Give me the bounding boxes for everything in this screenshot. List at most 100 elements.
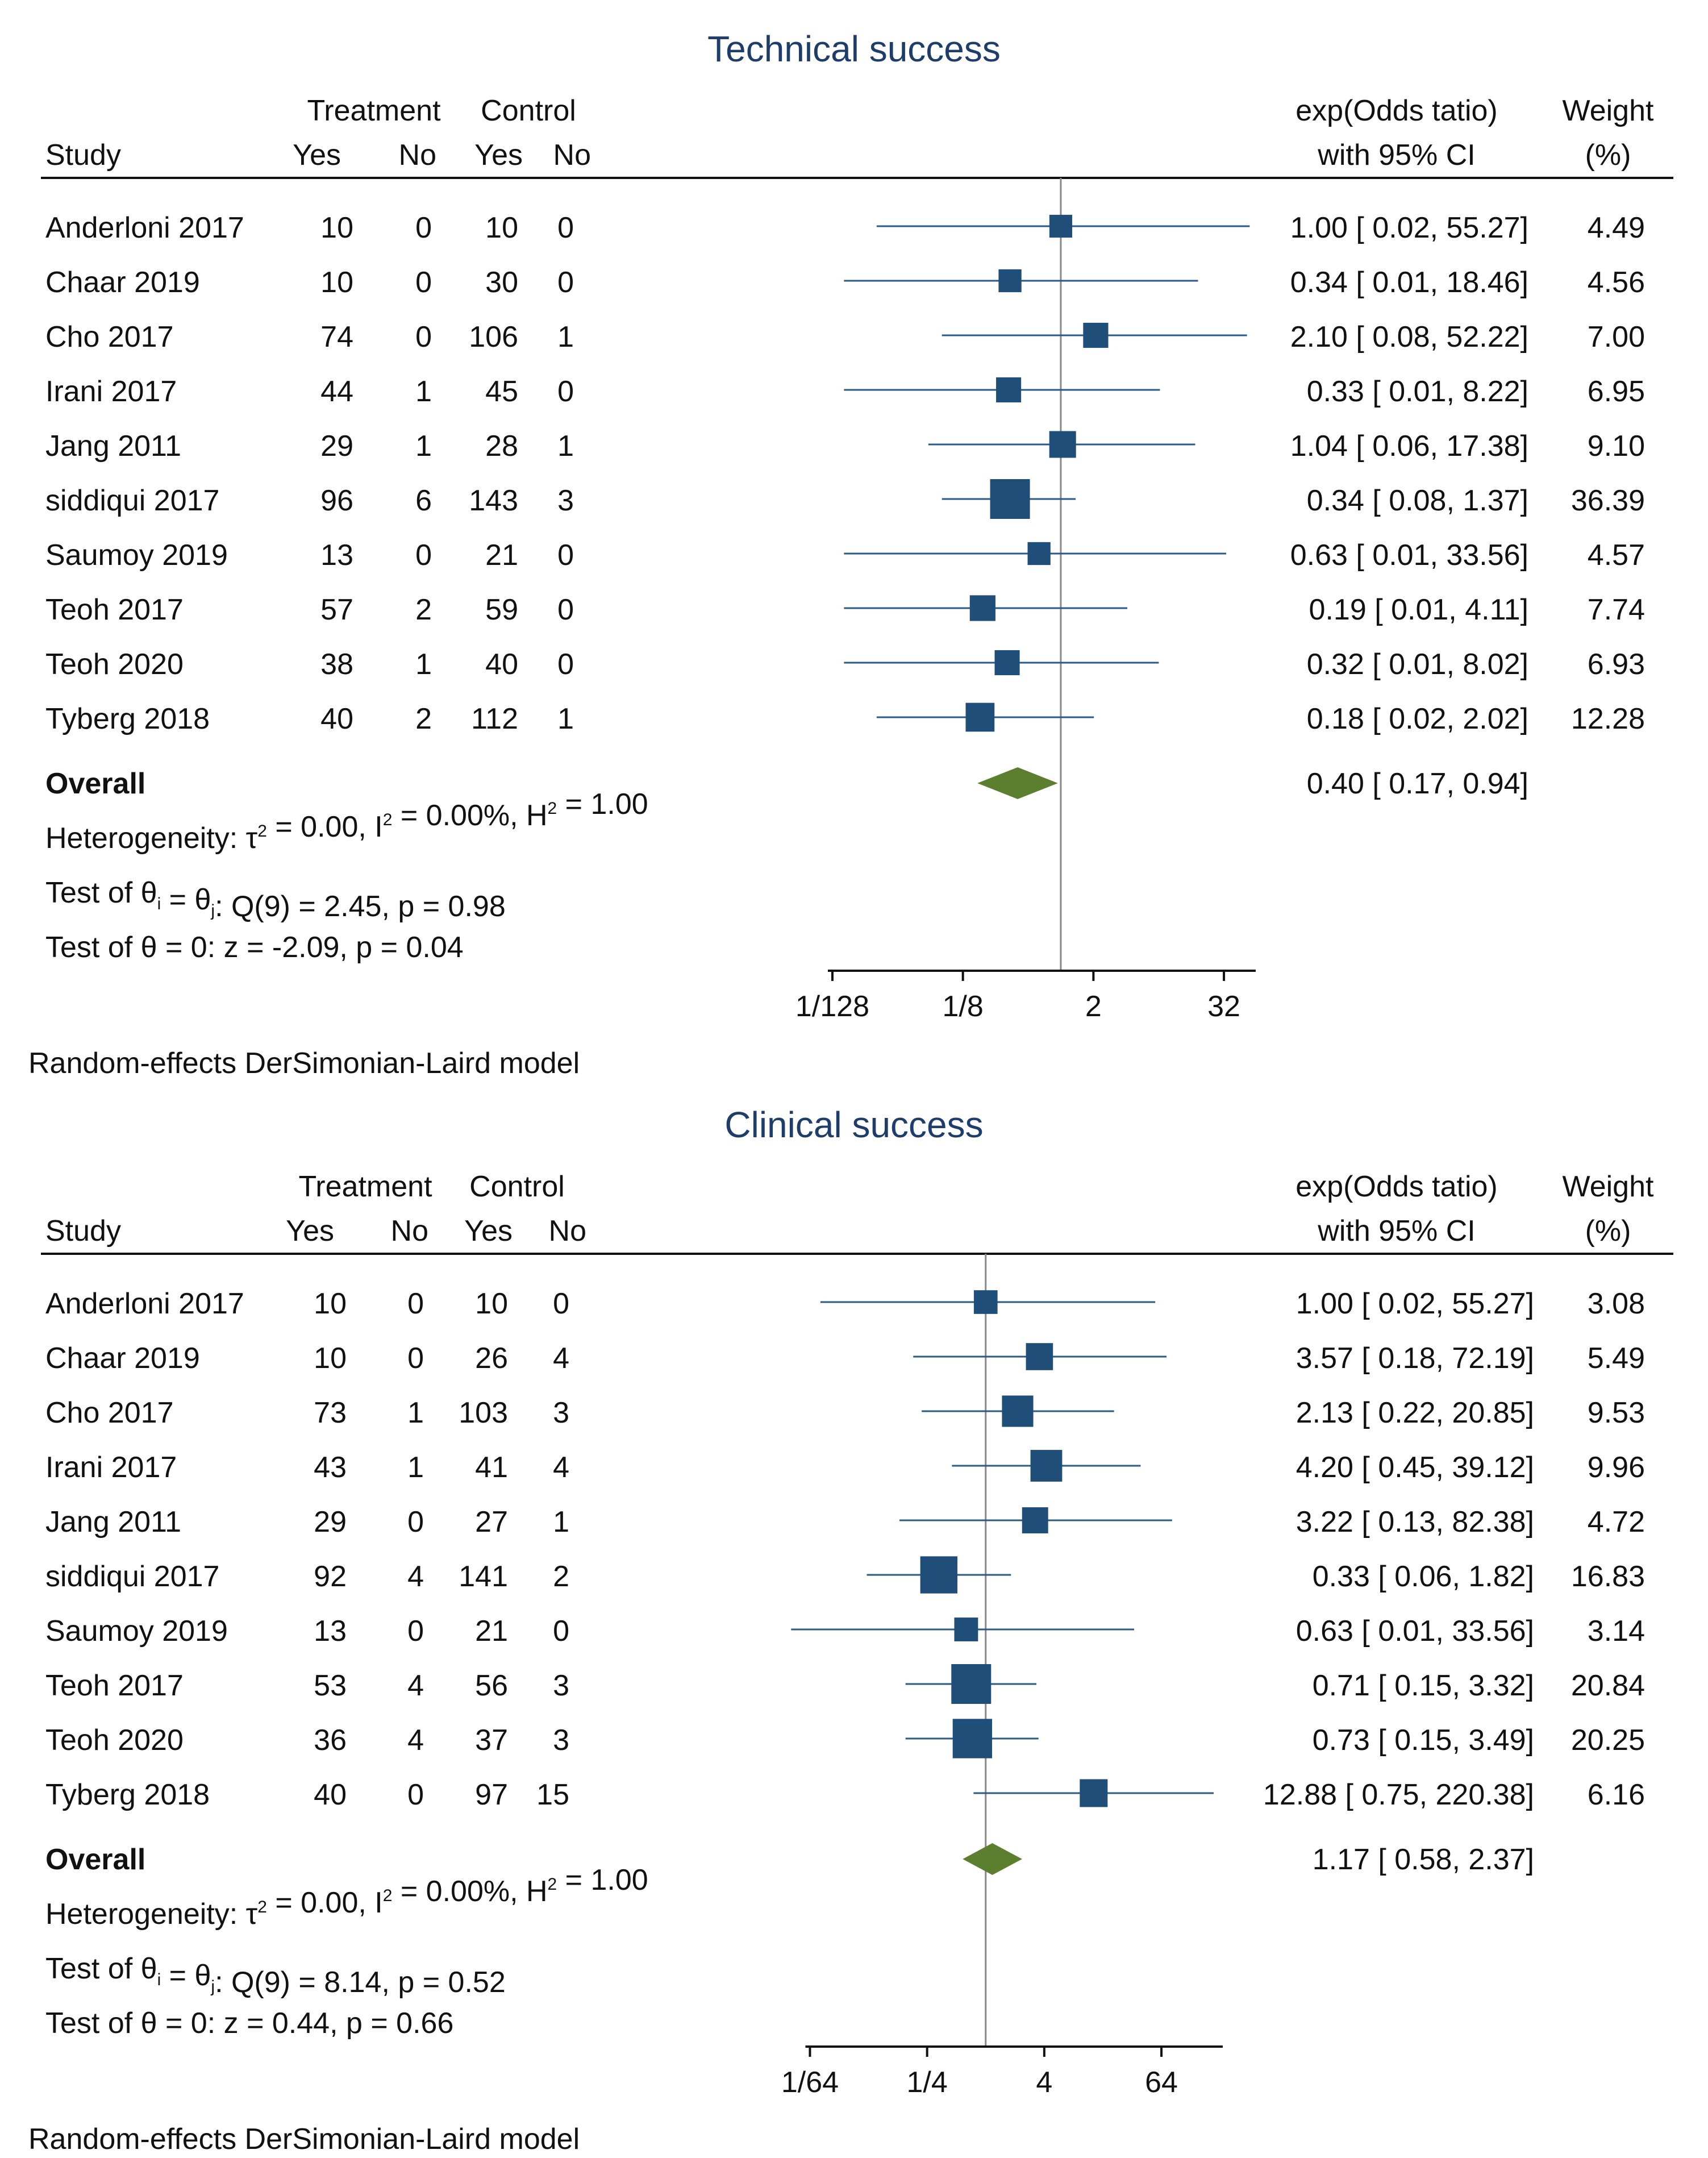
treatment-yes-count: 74 bbox=[320, 321, 353, 354]
point-estimate-marker bbox=[973, 1290, 998, 1314]
x-tick-label: 1/4 bbox=[907, 2066, 948, 2099]
treatment-no-count: 0 bbox=[415, 539, 432, 572]
treatment-no-count: 4 bbox=[407, 1724, 424, 1757]
study-row: Anderloni 2017 10 0 10 0 1.00 [ 0.02, 55.27] 4… bbox=[45, 211, 1645, 244]
point-estimate-marker bbox=[1080, 1779, 1108, 1807]
effect-ci-text: 2.13 [ 0.22, 20.85] bbox=[1296, 1396, 1534, 1429]
control-yes-count: 103 bbox=[459, 1396, 508, 1429]
study-name: Saumoy 2019 bbox=[45, 539, 228, 572]
x-tick-label: 32 bbox=[1207, 990, 1240, 1023]
weight-text: 6.93 bbox=[1588, 648, 1645, 681]
effect-ci-text: 3.22 [ 0.13, 82.38] bbox=[1296, 1506, 1534, 1539]
x-tick-label: 1/64 bbox=[781, 2066, 839, 2099]
x-tick-label: 64 bbox=[1145, 2066, 1178, 2099]
treatment-no-count: 1 bbox=[407, 1451, 424, 1484]
study-name: Irani 2017 bbox=[45, 1451, 177, 1484]
header-weight-line2: (%) bbox=[1585, 139, 1631, 172]
test-homogeneity: Test of θi = θj: Q(9) = 2.45, p = 0.98 bbox=[45, 876, 506, 923]
study-name: siddiqui 2017 bbox=[45, 1560, 219, 1593]
header-control-yes: Yes bbox=[464, 1215, 513, 1248]
study-name: Chaar 2019 bbox=[45, 1342, 200, 1375]
header-control-yes: Yes bbox=[474, 139, 523, 172]
header-control: Control bbox=[469, 1170, 565, 1203]
effect-ci-text: 2.10 [ 0.08, 52.22] bbox=[1290, 321, 1528, 354]
control-yes-count: 40 bbox=[485, 648, 518, 681]
study-name: Teoh 2020 bbox=[45, 1724, 184, 1757]
effect-ci-text: 0.18 [ 0.02, 2.02] bbox=[1307, 702, 1528, 735]
study-row: siddiqui 2017 92 4 141 2 0.33 [ 0.06, 1.82] 16… bbox=[45, 1556, 1645, 1594]
effect-ci-text: 12.88 [ 0.75, 220.38] bbox=[1263, 1778, 1534, 1811]
weight-text: 3.08 bbox=[1588, 1287, 1645, 1320]
effect-ci-text: 0.34 [ 0.01, 18.46] bbox=[1290, 266, 1528, 299]
study-name: Irani 2017 bbox=[45, 375, 177, 408]
control-yes-count: 21 bbox=[475, 1615, 508, 1648]
treatment-no-count: 0 bbox=[415, 266, 432, 299]
treatment-yes-count: 73 bbox=[314, 1396, 347, 1429]
treatment-no-count: 0 bbox=[415, 211, 432, 244]
treatment-yes-count: 57 bbox=[320, 593, 353, 626]
treatment-yes-count: 29 bbox=[314, 1506, 347, 1539]
header-weight-line1: Weight bbox=[1563, 1170, 1654, 1203]
x-tick-label: 2 bbox=[1085, 990, 1102, 1023]
weight-text: 5.49 bbox=[1588, 1342, 1645, 1375]
weight-text: 9.53 bbox=[1588, 1396, 1645, 1429]
effect-ci-text: 1.04 [ 0.06, 17.38] bbox=[1290, 430, 1528, 463]
weight-text: 16.83 bbox=[1571, 1560, 1645, 1593]
control-no-count: 0 bbox=[557, 539, 574, 572]
weight-text: 12.28 bbox=[1571, 702, 1645, 735]
point-estimate-marker bbox=[990, 479, 1030, 519]
header-control-no: No bbox=[553, 139, 591, 172]
control-yes-count: 41 bbox=[475, 1451, 508, 1484]
control-no-count: 4 bbox=[553, 1342, 569, 1375]
weight-text: 20.25 bbox=[1571, 1724, 1645, 1757]
study-row: Tyberg 2018 40 0 97 15 12.88 [ 0.75, 220.38] 6… bbox=[45, 1778, 1645, 1811]
effect-ci-text: 0.33 [ 0.06, 1.82] bbox=[1313, 1560, 1534, 1593]
study-name: siddiqui 2017 bbox=[45, 484, 219, 517]
treatment-no-count: 0 bbox=[407, 1778, 424, 1811]
control-no-count: 1 bbox=[553, 1506, 569, 1539]
weight-text: 7.74 bbox=[1588, 593, 1645, 626]
study-row: Teoh 2020 36 4 37 3 0.73 [ 0.15, 3.49] 20.25 bbox=[45, 1719, 1645, 1758]
effect-ci-text: 0.34 [ 0.08, 1.37] bbox=[1307, 484, 1528, 517]
control-no-count: 15 bbox=[536, 1778, 569, 1811]
study-row: Teoh 2017 57 2 59 0 0.19 [ 0.01, 4.11] 7.74 bbox=[45, 593, 1645, 626]
header-treatment-no: No bbox=[391, 1215, 428, 1248]
study-row: Tyberg 2018 40 2 112 1 0.18 [ 0.02, 2.02] 12.2… bbox=[45, 702, 1645, 735]
chart-title: Clinical success bbox=[724, 1104, 983, 1145]
control-yes-count: 30 bbox=[485, 266, 518, 299]
study-name: Teoh 2017 bbox=[45, 593, 184, 626]
study-name: Jang 2011 bbox=[45, 1506, 181, 1539]
treatment-no-count: 2 bbox=[415, 702, 432, 735]
study-name: Saumoy 2019 bbox=[45, 1615, 228, 1648]
study-row: Saumoy 2019 13 0 21 0 0.63 [ 0.01, 33.56] 4.57 bbox=[45, 539, 1645, 572]
weight-text: 3.14 bbox=[1588, 1615, 1645, 1648]
study-name: Jang 2011 bbox=[45, 430, 181, 463]
header-treatment: Treatment bbox=[298, 1170, 432, 1203]
control-no-count: 2 bbox=[553, 1560, 569, 1593]
point-estimate-marker bbox=[994, 650, 1020, 676]
point-estimate-marker bbox=[1022, 1507, 1048, 1533]
header-treatment: Treatment bbox=[307, 94, 441, 127]
point-estimate-marker bbox=[1030, 1450, 1063, 1482]
weight-text: 9.10 bbox=[1588, 430, 1645, 463]
test-homogeneity: Test of θi = θj: Q(9) = 8.14, p = 0.52 bbox=[45, 1952, 506, 1999]
control-yes-count: 56 bbox=[475, 1669, 508, 1702]
control-yes-count: 28 bbox=[485, 430, 518, 463]
treatment-yes-count: 43 bbox=[314, 1451, 347, 1484]
control-yes-count: 112 bbox=[471, 702, 518, 735]
header-control-no: No bbox=[549, 1215, 586, 1248]
overall-ci-text: 0.40 [ 0.17, 0.94] bbox=[1307, 767, 1528, 800]
chart-title: Technical success bbox=[707, 28, 1001, 69]
control-no-count: 0 bbox=[553, 1615, 569, 1648]
treatment-yes-count: 13 bbox=[314, 1615, 347, 1648]
control-no-count: 0 bbox=[557, 375, 574, 408]
treatment-yes-count: 36 bbox=[314, 1724, 347, 1757]
study-row: Jang 2011 29 1 28 1 1.04 [ 0.06, 17.38] 9.10 bbox=[45, 430, 1645, 463]
effect-ci-text: 1.00 [ 0.02, 55.27] bbox=[1296, 1287, 1534, 1320]
effect-ci-text: 0.63 [ 0.01, 33.56] bbox=[1290, 539, 1528, 572]
treatment-no-count: 1 bbox=[415, 648, 432, 681]
header-weight-line1: Weight bbox=[1563, 94, 1654, 127]
study-name: Teoh 2020 bbox=[45, 648, 184, 681]
treatment-no-count: 0 bbox=[407, 1287, 424, 1320]
control-yes-count: 10 bbox=[485, 211, 518, 244]
